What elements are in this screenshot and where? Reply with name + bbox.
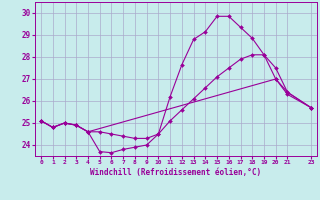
X-axis label: Windchill (Refroidissement éolien,°C): Windchill (Refroidissement éolien,°C) bbox=[91, 168, 261, 177]
